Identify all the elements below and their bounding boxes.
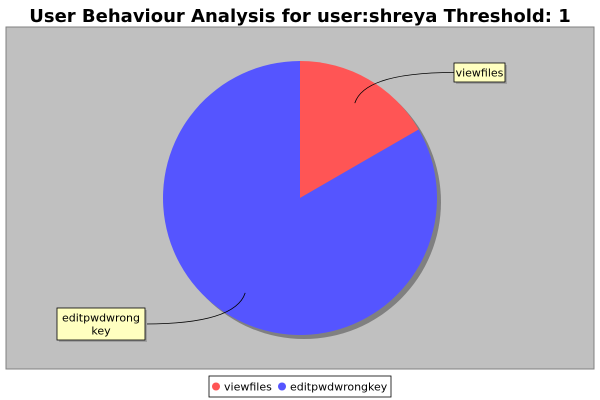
legend: [208, 375, 392, 398]
chart-title: User Behaviour Analysis for user:shreya …: [29, 6, 571, 27]
slice-label-text: viewfiles: [456, 67, 504, 80]
pie-slice-viewfiles[interactable]: [300, 61, 419, 198]
legend-label-editpwdwrongkey: editpwdwrongkey: [290, 381, 388, 394]
slice-label-box-editpwdwrongkey: [56, 307, 146, 341]
legend-marker-viewfiles: [212, 382, 220, 391]
leader-line-editpwdwrongkey: [144, 292, 246, 325]
legend-label-viewfiles: viewfiles: [224, 381, 272, 394]
slice-label-text: key: [91, 325, 111, 338]
leader-line-viewfiles: [354, 72, 455, 104]
pie-slice-editpwdwrongkey[interactable]: [163, 61, 438, 335]
slice-label-box-viewfiles: [453, 62, 506, 83]
slice-label-text: editpwdwrong: [62, 312, 140, 325]
legend-marker-editpwdwrongkey: [278, 382, 286, 391]
